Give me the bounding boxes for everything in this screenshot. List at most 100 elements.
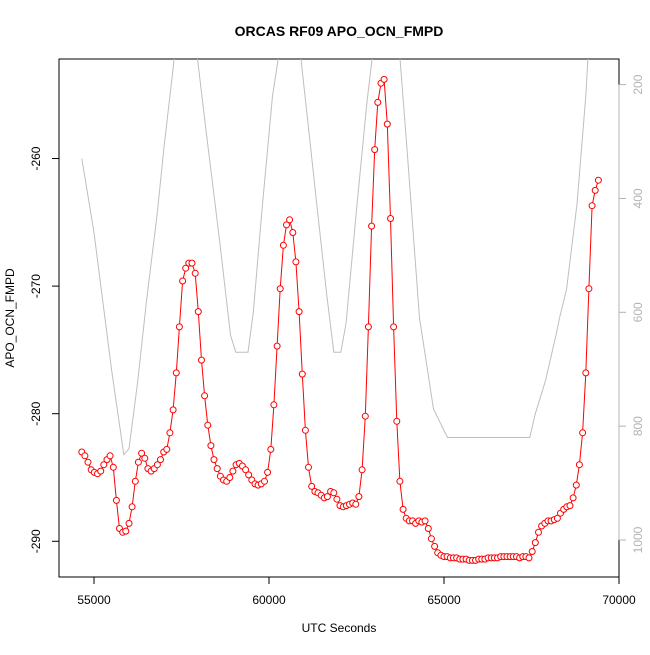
x-axis: 55000 60000 65000 70000 — [77, 576, 636, 607]
data-point — [535, 528, 542, 536]
data-point — [569, 494, 577, 502]
data-point — [276, 285, 284, 293]
data-point — [207, 442, 215, 450]
data-point — [267, 445, 275, 453]
data-point — [97, 467, 105, 475]
data-point — [279, 241, 287, 249]
data-point — [579, 429, 587, 437]
data-point — [194, 308, 202, 316]
data-point — [424, 525, 432, 532]
data-point — [100, 461, 108, 469]
data-point — [283, 221, 290, 229]
data-point — [141, 454, 149, 462]
series-group — [78, 59, 602, 564]
data-point — [531, 539, 539, 547]
data-point — [122, 527, 130, 535]
data-point — [368, 222, 376, 230]
data-point — [591, 186, 599, 194]
y2-tick-label: 400 — [631, 188, 645, 208]
y-axis: -290 -280 -270 -260 — [29, 146, 60, 553]
y2-tick-label: 200 — [631, 74, 645, 94]
data-point — [594, 176, 602, 184]
data-point — [106, 452, 114, 460]
data-point — [84, 458, 92, 466]
data-point — [289, 229, 297, 236]
data-point — [390, 323, 398, 331]
data-point — [393, 417, 401, 425]
data-point — [128, 503, 136, 511]
data-point — [112, 496, 120, 504]
data-point — [396, 477, 404, 485]
data-point — [198, 356, 205, 364]
data-point — [308, 482, 316, 490]
data-point — [286, 216, 294, 224]
data-point — [134, 458, 142, 466]
data-point — [553, 514, 561, 522]
data-point — [210, 456, 218, 464]
data-point — [157, 456, 164, 464]
chart-title: ORCAS RF09 APO_OCN_FMPD — [235, 23, 444, 39]
data-point — [298, 370, 306, 378]
y2-tick-label: 800 — [631, 416, 645, 436]
data-point — [109, 463, 117, 471]
altitude-line — [81, 59, 589, 456]
data-point — [245, 471, 253, 479]
data-point — [575, 461, 583, 469]
data-point — [330, 489, 338, 497]
x-tick-label: 55000 — [77, 593, 111, 607]
data-point — [305, 463, 312, 471]
data-point — [175, 323, 183, 331]
x-tick-label: 70000 — [602, 593, 636, 607]
data-point — [163, 445, 171, 453]
data-point — [270, 401, 278, 409]
data-point — [525, 554, 533, 562]
y2-axis: 200 400 600 800 1000 — [618, 74, 645, 553]
data-point — [153, 461, 161, 469]
y-tick-label: -280 — [29, 401, 43, 425]
y2-tick-label: 1000 — [631, 526, 645, 553]
data-point — [226, 474, 234, 481]
data-point — [81, 452, 89, 460]
data-point — [421, 517, 429, 525]
x-tick-label: 60000 — [252, 593, 286, 607]
data-point — [295, 308, 303, 316]
data-point — [273, 342, 281, 350]
data-point — [399, 505, 407, 513]
data-point — [572, 481, 580, 489]
data-point — [264, 468, 272, 476]
data-point — [301, 426, 309, 434]
data-point — [380, 75, 388, 83]
data-point — [138, 449, 146, 457]
data-point — [427, 535, 435, 543]
y-axis-label: APO_OCN_FMPD — [3, 268, 17, 368]
data-point — [169, 406, 177, 414]
data-point — [361, 412, 369, 420]
data-point — [383, 120, 391, 128]
data-point — [242, 466, 250, 474]
data-point — [387, 215, 394, 222]
data-point — [371, 146, 379, 154]
data-point — [352, 500, 360, 508]
data-point — [358, 466, 366, 474]
data-point — [182, 264, 190, 272]
x-axis-label: UTC Seconds — [302, 621, 377, 635]
data-point — [528, 548, 536, 555]
data-point — [179, 277, 187, 285]
data-point — [582, 369, 590, 377]
data-point — [172, 369, 180, 377]
data-point — [188, 259, 196, 267]
data-point — [431, 542, 439, 550]
data-point — [125, 519, 133, 527]
data-point — [374, 98, 382, 106]
y2-tick-label: 600 — [631, 302, 645, 322]
data-point — [131, 477, 139, 485]
data-point — [355, 493, 363, 501]
data-point — [261, 477, 268, 485]
data-point — [566, 502, 574, 510]
data-point — [204, 421, 212, 429]
data-point — [213, 465, 221, 473]
x-tick-label: 65000 — [427, 593, 461, 607]
data-point — [588, 202, 596, 210]
